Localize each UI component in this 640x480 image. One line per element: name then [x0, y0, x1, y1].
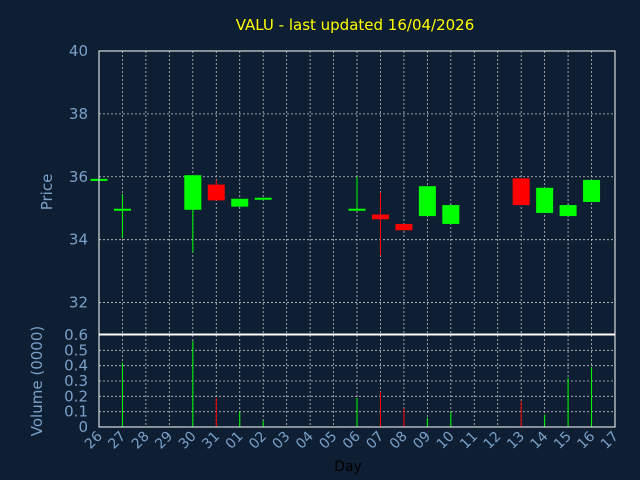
candle-body	[231, 198, 249, 207]
candle-body	[512, 178, 530, 206]
price-panel-frame	[98, 50, 616, 335]
chart-title: VALU - last updated 16/04/2026	[236, 16, 475, 34]
day-tick-label: 02	[246, 429, 270, 453]
day-tick-label: 31	[199, 429, 223, 453]
day-tick-label: 01	[223, 429, 247, 453]
price-tick-label: 40	[69, 42, 88, 60]
candle-body	[583, 179, 601, 202]
candles	[90, 175, 601, 256]
day-tick-label: 04	[293, 428, 317, 452]
volume-panel-frame	[98, 334, 616, 428]
day-tick-label: 28	[129, 429, 153, 453]
price-tick-label: 32	[69, 294, 88, 312]
day-tick-label: 14	[528, 428, 552, 452]
price-tick-label: 36	[69, 168, 88, 186]
day-tick-label: 16	[574, 428, 598, 452]
candle-body	[184, 175, 202, 210]
day-tick-label: 06	[340, 428, 364, 452]
day-tick-label: 27	[105, 429, 129, 453]
candle-body	[442, 205, 460, 224]
day-tick-label: 17	[598, 429, 622, 453]
price-tick-label: 38	[69, 105, 88, 123]
day-tick-label: 09	[410, 429, 434, 453]
volume-tick-label: 0.5	[64, 341, 88, 359]
day-tick-labels: 26 27 28 29 30 31 01 02 03 04 05 06 07 08 09 10 11 12 13 14…	[82, 428, 622, 452]
day-tick-label: 13	[504, 429, 528, 453]
candle-body	[536, 187, 554, 213]
day-tick-label: 15	[551, 429, 575, 453]
day-tick-label: 30	[176, 429, 200, 453]
candle-body	[395, 223, 413, 231]
x-axis-label: Day	[334, 459, 362, 475]
day-tick-label: 10	[434, 429, 458, 453]
day-tick-label: 11	[457, 429, 481, 453]
candle-body	[207, 184, 225, 201]
price-tick-label: 34	[69, 231, 88, 249]
day-tick-label: 08	[387, 429, 411, 453]
day-tick-label: 07	[363, 429, 387, 453]
candle-body	[559, 205, 577, 217]
volume-tick-label: 0.4	[64, 357, 88, 375]
price-axis-label: Price	[38, 174, 56, 211]
volume-tick-label: 0.1	[64, 403, 88, 421]
volume-tick-labels: 00.10.20.30.40.50.6	[64, 326, 88, 436]
day-tick-label: 05	[316, 429, 340, 453]
price-tick-labels: 32 34 36 38 40	[69, 42, 88, 312]
volume-tick-label: 0.2	[64, 387, 88, 405]
volume-bars	[121, 341, 593, 427]
day-tick-label: 03	[270, 429, 294, 453]
day-tick-label: 29	[152, 429, 176, 453]
volume-tick-label: 0.6	[64, 326, 88, 344]
volume-tick-label: 0	[78, 418, 88, 436]
volume-tick-label: 0.3	[64, 372, 88, 390]
candle-body	[371, 214, 389, 220]
volume-axis-label: Volume (0000)	[28, 326, 46, 436]
candle-body	[418, 186, 436, 217]
day-tick-label: 12	[481, 429, 505, 453]
